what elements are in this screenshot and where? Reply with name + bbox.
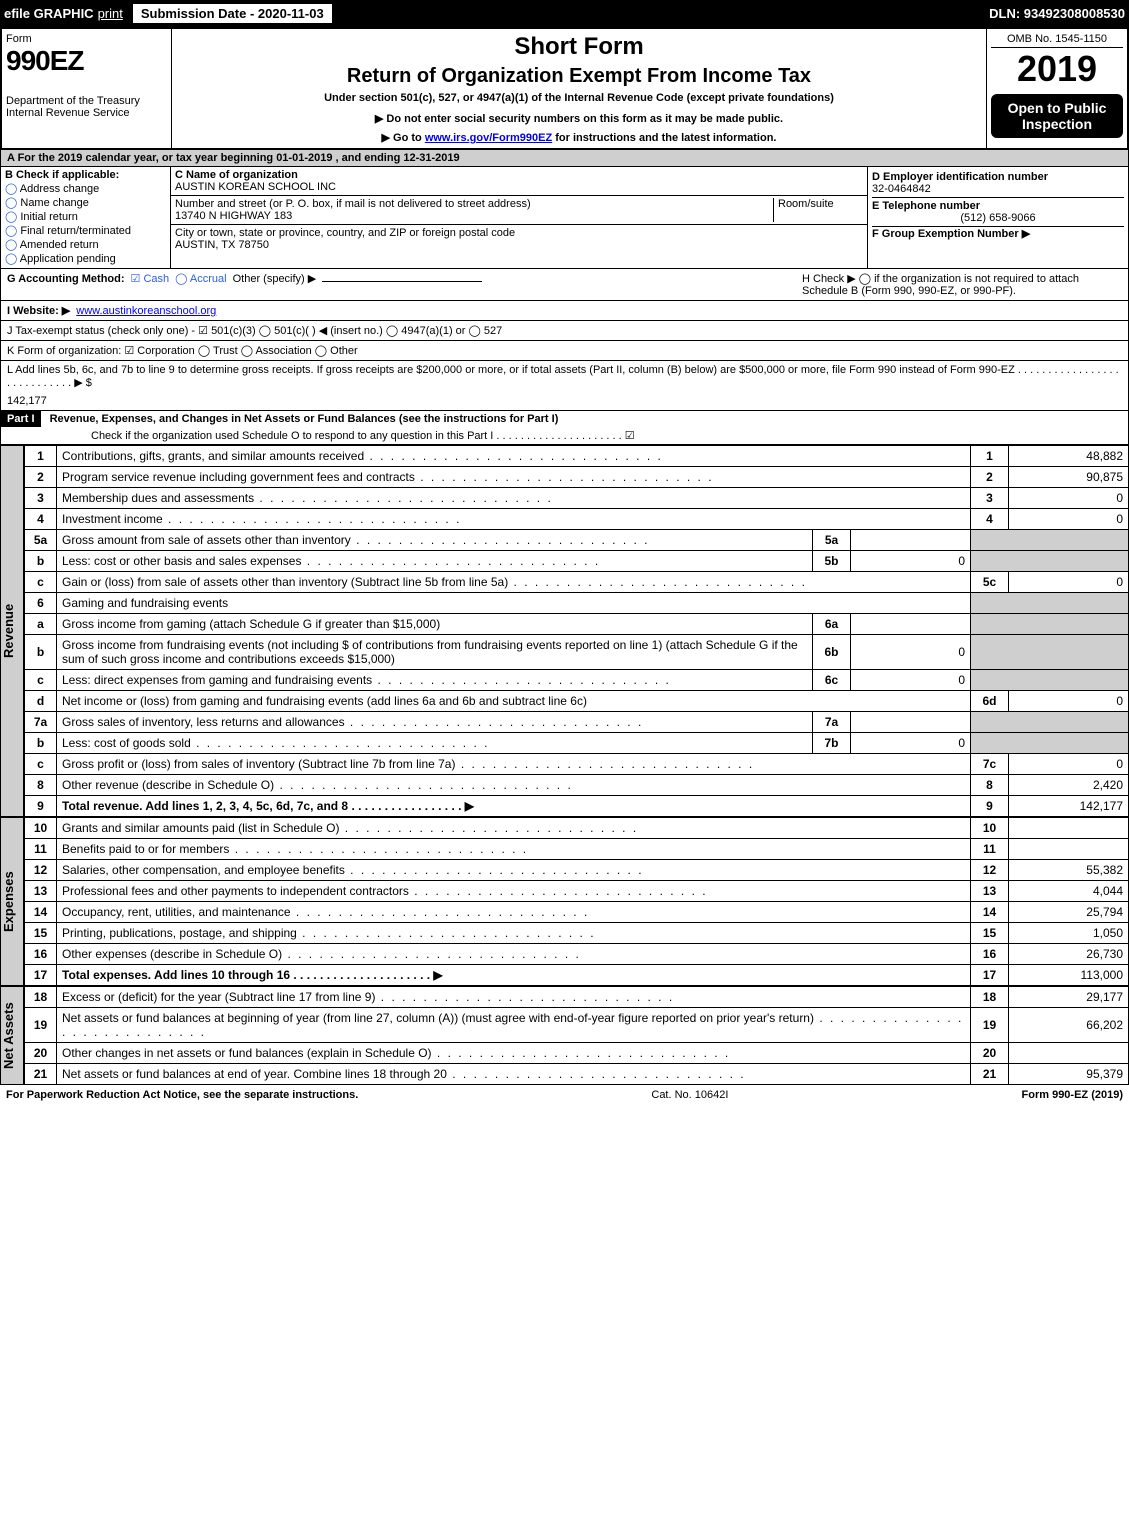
row-j: J Tax-exempt status (check only one) - ☑… xyxy=(0,321,1129,341)
other-blank[interactable] xyxy=(322,281,482,282)
tax-year: 2019 xyxy=(991,48,1123,90)
section-c: C Name of organization AUSTIN KOREAN SCH… xyxy=(171,167,868,268)
return-title: Return of Organization Exempt From Incom… xyxy=(176,65,982,88)
dept-treasury: Department of the Treasury xyxy=(6,95,167,107)
print-link[interactable]: print xyxy=(98,6,123,21)
netassets-label: Net Assets xyxy=(0,986,24,1085)
cb-cash[interactable]: ☑ Cash xyxy=(131,272,170,285)
top-bar: efile GRAPHIC print Submission Date - 20… xyxy=(0,0,1129,27)
short-form-title: Short Form xyxy=(176,33,982,61)
section-b: B Check if applicable: Address change Na… xyxy=(1,167,171,268)
irs-label: Internal Revenue Service xyxy=(6,107,167,119)
website-link[interactable]: www.austinkoreanschool.org xyxy=(76,305,216,317)
cb-initial-return[interactable]: Initial return xyxy=(5,210,166,223)
l-value: 142,177 xyxy=(7,395,47,407)
cb-address-change[interactable]: Address change xyxy=(5,182,166,195)
section-def: D Employer identification number 32-0464… xyxy=(868,167,1128,268)
row-i: I Website: ▶ www.austinkoreanschool.org xyxy=(0,301,1129,321)
netassets-section: Net Assets 18Excess or (deficit) for the… xyxy=(0,986,1129,1085)
row-gh: G Accounting Method: ☑ Cash ◯ Accrual Ot… xyxy=(0,269,1129,301)
cat-number: Cat. No. 10642I xyxy=(651,1089,728,1101)
cb-final-return[interactable]: Final return/terminated xyxy=(5,224,166,237)
revenue-table: 1Contributions, gifts, grants, and simil… xyxy=(24,445,1129,817)
cb-name-change[interactable]: Name change xyxy=(5,196,166,209)
footer: For Paperwork Reduction Act Notice, see … xyxy=(0,1085,1129,1105)
part1-title: Revenue, Expenses, and Changes in Net As… xyxy=(44,411,565,427)
revenue-section: Revenue 1Contributions, gifts, grants, a… xyxy=(0,445,1129,817)
part1-sub: Check if the organization used Schedule … xyxy=(1,427,1128,444)
omb-number: OMB No. 1545-1150 xyxy=(991,33,1123,48)
revenue-label: Revenue xyxy=(0,445,24,817)
h-text: H Check ▶ ◯ if the organization is not r… xyxy=(802,272,1122,297)
city-label: City or town, state or province, country… xyxy=(175,227,515,239)
efile-label: efile GRAPHIC xyxy=(4,6,94,21)
open-inspection: Open to Public Inspection xyxy=(991,94,1123,138)
cb-amended-return[interactable]: Amended return xyxy=(5,238,166,251)
paperwork-notice: For Paperwork Reduction Act Notice, see … xyxy=(6,1089,358,1101)
form-number: 990EZ xyxy=(6,45,167,77)
under-section: Under section 501(c), 527, or 4947(a)(1)… xyxy=(176,92,982,104)
e-label: E Telephone number xyxy=(872,200,980,212)
telephone: (512) 658-9066 xyxy=(872,212,1124,224)
irs-url-link[interactable]: www.irs.gov/Form990EZ xyxy=(425,132,552,144)
org-name: AUSTIN KOREAN SCHOOL INC xyxy=(175,181,336,193)
c-label: C Name of organization xyxy=(175,169,298,181)
period-row: A For the 2019 calendar year, or tax yea… xyxy=(0,150,1129,167)
form-footer: Form 990-EZ (2019) xyxy=(1022,1089,1123,1101)
cb-accrual[interactable]: ◯ Accrual xyxy=(175,272,226,285)
netassets-table: 18Excess or (deficit) for the year (Subt… xyxy=(24,986,1129,1085)
dln: DLN: 93492308008530 xyxy=(989,6,1125,21)
expenses-table: 10Grants and similar amounts paid (list … xyxy=(24,817,1129,986)
row-l: L Add lines 5b, 6c, and 7b to line 9 to … xyxy=(0,361,1129,411)
addr-label: Number and street (or P. O. box, if mail… xyxy=(175,198,531,210)
g-label: G Accounting Method: xyxy=(7,273,125,285)
org-address: 13740 N HIGHWAY 183 xyxy=(175,210,292,222)
submission-date: Submission Date - 2020-11-03 xyxy=(131,2,334,25)
row-k: K Form of organization: ☑ Corporation ◯ … xyxy=(0,341,1129,361)
goto-link: ▶ Go to www.irs.gov/Form990EZ for instru… xyxy=(176,131,982,144)
i-label: I Website: ▶ xyxy=(7,304,70,317)
room-suite: Room/suite xyxy=(773,198,863,222)
l-text: L Add lines 5b, 6c, and 7b to line 9 to … xyxy=(7,364,1122,389)
b-title: B Check if applicable: xyxy=(5,169,119,181)
other-specify: Other (specify) ▶ xyxy=(233,272,317,285)
expenses-label: Expenses xyxy=(0,817,24,986)
form-word: Form xyxy=(6,33,167,45)
form-header: Form 990EZ Department of the Treasury In… xyxy=(0,27,1129,150)
d-label: D Employer identification number xyxy=(872,171,1048,183)
ssn-warning: ▶ Do not enter social security numbers o… xyxy=(176,112,982,125)
info-grid: B Check if applicable: Address change Na… xyxy=(0,167,1129,269)
part1-header: Part I Revenue, Expenses, and Changes in… xyxy=(0,411,1129,445)
part1-bar: Part I xyxy=(1,411,41,427)
expenses-section: Expenses 10Grants and similar amounts pa… xyxy=(0,817,1129,986)
ein: 32-0464842 xyxy=(872,183,931,195)
f-label: F Group Exemption Number ▶ xyxy=(872,228,1030,240)
cb-application-pending[interactable]: Application pending xyxy=(5,252,166,265)
org-city: AUSTIN, TX 78750 xyxy=(175,239,269,251)
